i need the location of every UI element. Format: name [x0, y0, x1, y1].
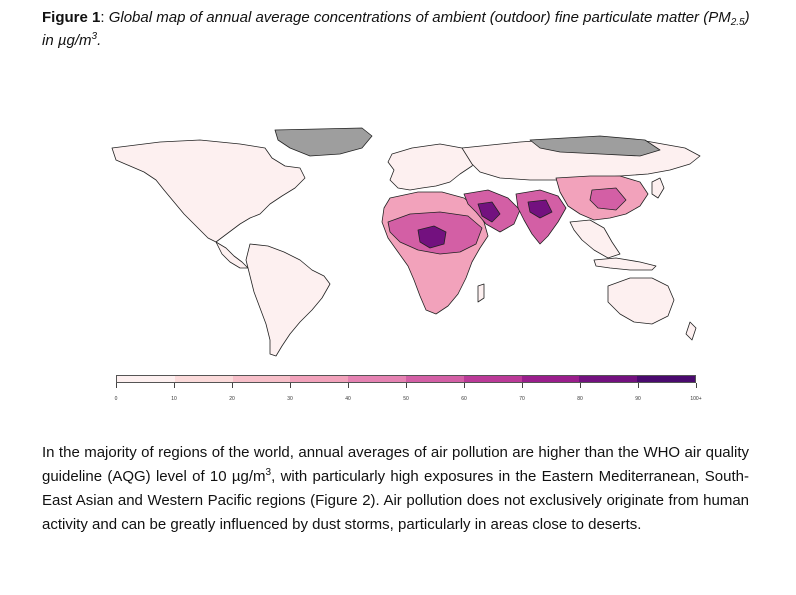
- map-southeast-asia: [569, 219, 621, 259]
- map-japan: [651, 177, 665, 199]
- legend-tick-mark: [522, 383, 523, 388]
- legend-tick-label: 10: [171, 396, 177, 402]
- legend-tick-mark: [580, 383, 581, 388]
- figure-caption: Figure 1: Global map of annual average c…: [42, 6, 757, 52]
- caption-subscript: 2.5: [730, 17, 745, 28]
- map-sahel-peak: [417, 225, 447, 249]
- map-arabia-peak: [477, 201, 501, 223]
- legend-tick-mark: [232, 383, 233, 388]
- legend-tick-label: 40: [345, 396, 351, 402]
- legend-color-segment: [579, 376, 638, 382]
- legend-tick-mark: [174, 383, 175, 388]
- legend-color-segment: [174, 376, 233, 382]
- body-superscript: 3: [265, 467, 272, 478]
- legend-tick-label: 30: [287, 396, 293, 402]
- map-madagascar: [477, 283, 485, 303]
- map-australia: [607, 277, 675, 325]
- legend-color-segment: [406, 376, 464, 382]
- legend-color-segment: [290, 376, 349, 382]
- map-north-america: [111, 139, 306, 243]
- caption-separator: :: [100, 9, 109, 26]
- legend-tick-mark: [406, 383, 407, 388]
- legend-tick-label: 50: [403, 396, 409, 402]
- world-map: [100, 118, 712, 368]
- legend-tick-label: 70: [519, 396, 525, 402]
- legend-tick-mark: [116, 383, 117, 388]
- legend-tick-mark: [290, 383, 291, 388]
- map-central-america: [215, 241, 249, 269]
- caption-text-b: ) in µg/m: [42, 9, 750, 49]
- legend-tick-label: 90: [635, 396, 641, 402]
- legend-color-segment: [637, 376, 695, 382]
- map-south-america: [245, 243, 331, 357]
- legend-tick-mark: [696, 383, 697, 388]
- map-arctic-nodata: [529, 135, 661, 157]
- legend-color-segment: [232, 376, 291, 382]
- caption-text: Global map of annual average concentrati…: [42, 9, 750, 49]
- legend-tick-label: 60: [461, 396, 467, 402]
- legend-tick-label: 0: [114, 396, 118, 402]
- map-south-asia-peak: [527, 199, 553, 219]
- legend-tick-mark: [348, 383, 349, 388]
- body-text-part1: In the majority of regions of the world,…: [42, 444, 749, 485]
- map-china-peak: [589, 187, 627, 211]
- caption-superscript: 3: [91, 31, 98, 42]
- legend-tick-label: 100+: [690, 396, 702, 402]
- legend-tick-label: 20: [229, 396, 235, 402]
- map-new-zealand: [685, 321, 697, 341]
- legend-color-segment: [463, 376, 522, 382]
- map-greenland: [274, 127, 373, 157]
- caption-text-c: .: [97, 32, 102, 49]
- map-europe: [387, 143, 477, 191]
- figure-label: Figure 1: [42, 9, 101, 26]
- body-text-part2: , with particularly high exposures in th…: [42, 468, 749, 533]
- legend-color-segment: [521, 376, 580, 382]
- legend-color-segment: [348, 376, 406, 382]
- legend-color-segment: [117, 376, 175, 382]
- map-indonesia: [593, 257, 657, 271]
- legend-tick-label: 80: [577, 396, 583, 402]
- world-map-svg: [111, 127, 701, 357]
- legend-tick-mark: [464, 383, 465, 388]
- body-paragraph: In the majority of regions of the world,…: [42, 441, 749, 537]
- caption-text-a: Global map of annual average concentrati…: [108, 9, 731, 26]
- legend-tick-mark: [638, 383, 639, 388]
- legend-colorbar: [116, 375, 696, 383]
